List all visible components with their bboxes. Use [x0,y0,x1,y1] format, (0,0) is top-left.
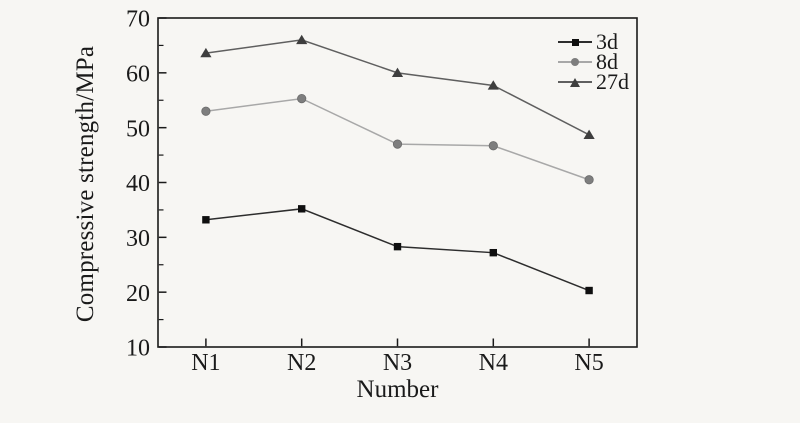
legend: 3d 8d 27d [558,29,629,94]
y-tick-label: 70 [126,7,150,33]
legend-label-3d: 3d [596,29,618,54]
circle-marker-icon [571,58,579,66]
legend-entry-3d: 3d [558,29,629,54]
y-axis-title: Compressive strength/MPa [72,45,99,323]
8d-marker [488,141,498,151]
triangle-marker-icon [569,77,580,87]
legend-label-8d: 8d [596,49,618,74]
x-tick-label: N3 [383,350,412,376]
8d-marker [392,139,403,149]
8d-line [205,97,590,181]
8d-marker [584,175,594,185]
27d-marker [391,67,404,78]
x-tick-label: N1 [191,350,220,376]
3d-marker [489,248,497,257]
legend-key-3d [558,35,592,49]
x-tick-label: N2 [287,350,316,376]
27d-marker [296,34,308,45]
27d-marker [487,80,499,90]
27d-line [205,39,590,136]
legend-entry-8d: 8d [558,49,629,74]
3d-marker [298,205,306,213]
y-tick-label: 50 [126,116,150,142]
3d-marker [393,242,402,251]
y-tick-label: 10 [126,336,150,362]
y-tick-label: 40 [126,171,150,197]
27d-marker [583,129,595,139]
y-tick-label: 60 [126,61,150,87]
plot-frame [157,17,638,348]
8d-marker [201,106,211,116]
x-axis-title: Number [356,376,439,403]
square-marker-icon [571,38,579,46]
legend-label-27d: 27d [596,69,629,94]
legend-entry-27d: 27d [558,69,629,94]
y-tick-label: 20 [126,281,150,307]
8d-marker [297,94,307,104]
legend-key-8d [558,55,592,69]
legend-key-27d [558,75,592,89]
y-tick-label: 30 [126,226,150,252]
3d-marker [585,286,593,295]
x-tick-label: N4 [479,350,508,376]
27d-marker [200,47,212,58]
3d-marker [202,216,210,224]
x-tick-label: N5 [574,350,603,376]
